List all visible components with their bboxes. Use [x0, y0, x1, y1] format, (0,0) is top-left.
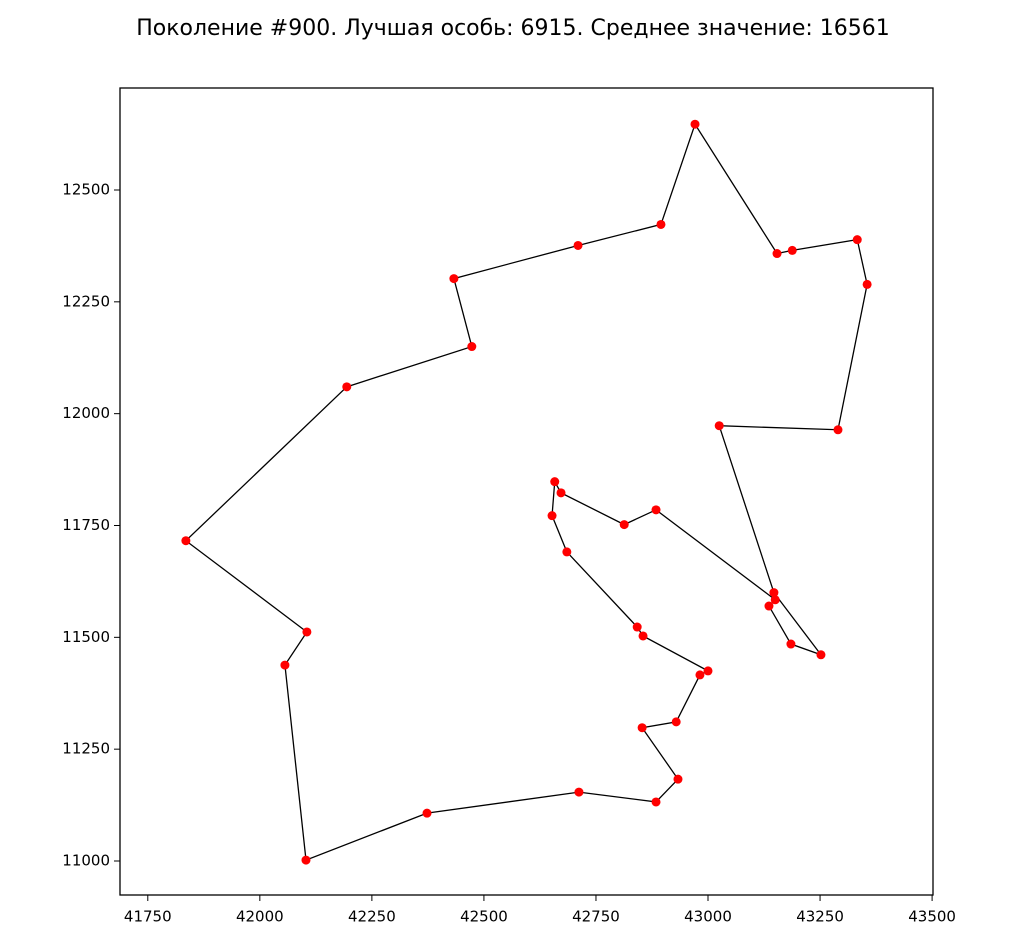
city-marker — [703, 666, 713, 676]
city-marker — [656, 219, 666, 229]
city-marker — [573, 240, 583, 250]
city-marker — [342, 382, 352, 392]
city-marker — [301, 855, 311, 865]
x-tick-label: 41750 — [124, 908, 172, 926]
city-marker — [562, 547, 572, 557]
city-marker — [852, 235, 862, 245]
city-marker — [816, 650, 826, 660]
y-tick-label: 11000 — [62, 852, 110, 870]
city-marker — [770, 595, 780, 605]
city-marker — [181, 536, 191, 546]
city-marker — [695, 670, 705, 680]
x-tick-label: 42000 — [236, 908, 284, 926]
city-marker — [764, 601, 774, 611]
y-tick-label: 12250 — [62, 292, 110, 310]
city-marker — [302, 627, 312, 637]
city-marker — [550, 477, 560, 487]
city-marker — [651, 797, 661, 807]
city-marker — [772, 249, 782, 259]
chart-title: Поколение #900. Лучшая особь: 6915. Сред… — [136, 16, 890, 41]
city-marker — [651, 505, 661, 515]
x-tick-label: 43250 — [796, 908, 844, 926]
city-marker — [714, 421, 724, 431]
x-tick-label: 43000 — [684, 908, 732, 926]
x-tick-label: 43500 — [908, 908, 956, 926]
city-marker — [632, 622, 642, 632]
city-marker — [862, 279, 872, 289]
city-marker — [786, 639, 796, 649]
city-marker — [637, 723, 647, 733]
y-tick-label: 11750 — [62, 516, 110, 534]
city-marker — [556, 488, 566, 498]
city-marker — [547, 511, 557, 521]
city-marker — [673, 774, 683, 784]
city-marker — [467, 342, 477, 352]
city-marker — [769, 588, 779, 598]
city-marker — [574, 787, 584, 797]
y-tick-label: 12000 — [62, 404, 110, 422]
city-marker — [671, 717, 681, 727]
x-tick-label: 42500 — [460, 908, 508, 926]
city-marker — [449, 274, 459, 284]
x-tick-label: 42750 — [572, 908, 620, 926]
x-tick-label: 42250 — [348, 908, 396, 926]
city-marker — [422, 808, 432, 818]
y-tick-label: 11250 — [62, 740, 110, 758]
city-marker — [787, 245, 797, 255]
city-marker — [619, 520, 629, 530]
city-marker — [833, 425, 843, 435]
city-marker — [690, 119, 700, 129]
y-tick-label: 12500 — [62, 180, 110, 198]
city-marker — [638, 631, 648, 641]
route-line — [184, 122, 868, 862]
city-marker — [280, 660, 290, 670]
y-tick-label: 11500 — [62, 628, 110, 646]
plot-frame — [119, 87, 934, 896]
